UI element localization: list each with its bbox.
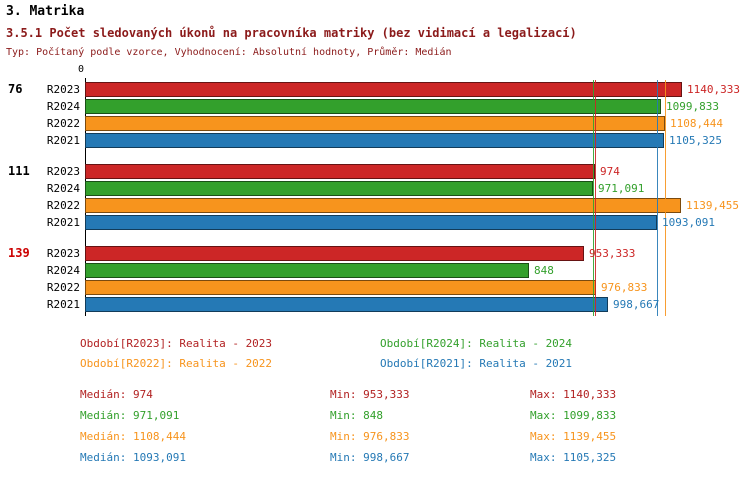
bar-value-label-R2023-111: 974 <box>600 165 620 178</box>
legend-item-1: Období[R2024]: Realita - 2024 <box>380 337 573 350</box>
median-line-R2024 <box>593 80 594 316</box>
bar-R2021-group-76 <box>85 133 664 148</box>
bar-R2024-group-76 <box>85 99 661 114</box>
bar-value-label-R2022-111: 1139,455 <box>686 199 739 212</box>
bar-value-label-R2021-139: 998,667 <box>613 298 660 311</box>
group-label-111: 111 <box>8 164 30 178</box>
bar-value-label-R2022-139: 976,833 <box>601 281 648 294</box>
bar-value-label-R2022-76: 1108,444 <box>670 117 723 130</box>
stat-max-row-1: Max: 1099,833 <box>530 409 617 422</box>
bar-value-label-R2023-139: 953,333 <box>589 247 636 260</box>
bar-R2023-group-139 <box>85 246 584 261</box>
median-line-R2023 <box>595 80 596 316</box>
bar-series-label-R2022: R2022 <box>46 117 80 130</box>
bar-R2022-group-139 <box>85 280 596 295</box>
bar-series-label-R2022: R2022 <box>46 199 80 212</box>
chart-title: 3.5.1 Počet sledovaných úkonů na pracovn… <box>6 26 577 40</box>
bar-R2022-group-76 <box>85 116 665 131</box>
bar-R2021-group-111 <box>85 215 657 230</box>
bar-value-label-R2024-111: 971,091 <box>598 182 645 195</box>
stat-median-row-2: Medián: 1108,444 <box>80 430 186 443</box>
group-label-139: 139 <box>8 246 30 260</box>
legend-item-0: Období[R2023]: Realita - 2023 <box>80 337 273 350</box>
bar-series-label-R2024: R2024 <box>46 264 80 277</box>
axis-zero-label: 0 <box>78 64 85 75</box>
bar-series-label-R2021: R2021 <box>46 216 80 229</box>
stat-max-row-3: Max: 1105,325 <box>530 451 617 464</box>
bar-R2022-group-111 <box>85 198 681 213</box>
chart-meta: Typ: Počítaný podle vzorce, Vyhodnocení:… <box>6 47 452 58</box>
bar-value-label-R2021-76: 1105,325 <box>669 134 722 147</box>
group-label-76: 76 <box>8 82 23 96</box>
bar-value-label-R2021-111: 1093,091 <box>662 216 715 229</box>
stat-min-row-0: Min: 953,333 <box>330 388 410 401</box>
bar-R2024-group-111 <box>85 181 593 196</box>
stat-max-row-0: Max: 1140,333 <box>530 388 617 401</box>
stat-max-row-2: Max: 1139,455 <box>530 430 617 443</box>
stat-median-row-0: Medián: 974 <box>80 388 153 401</box>
bar-series-label-R2022: R2022 <box>46 281 80 294</box>
bar-R2023-group-76 <box>85 82 682 97</box>
stat-min-row-1: Min: 848 <box>330 409 383 422</box>
bar-series-label-R2024: R2024 <box>46 182 80 195</box>
legend-item-2: Období[R2022]: Realita - 2022 <box>80 357 273 370</box>
chart-stats: Medián: 974 Min: 953,333 Max: 1140,333 Medi… <box>80 388 750 464</box>
legend-item-3: Období[R2021]: Realita - 2021 <box>380 357 573 370</box>
bar-R2021-group-139 <box>85 297 608 312</box>
bar-series-label-R2023: R2023 <box>46 165 80 178</box>
bar-series-label-R2021: R2021 <box>46 298 80 311</box>
bar-value-label-R2023-76: 1140,333 <box>687 83 740 96</box>
median-line-R2021 <box>657 80 658 316</box>
bar-R2023-group-111 <box>85 164 595 179</box>
stat-median-row-1: Medián: 971,091 <box>80 409 180 422</box>
bar-R2024-group-139 <box>85 263 529 278</box>
stat-median-row-3: Medián: 1093,091 <box>80 451 186 464</box>
bar-value-label-R2024-76: 1099,833 <box>666 100 719 113</box>
bar-series-label-R2023: R2023 <box>46 247 80 260</box>
stat-min-row-3: Min: 998,667 <box>330 451 410 464</box>
report-title: 3. Matrika <box>6 4 85 19</box>
bar-value-label-R2024-139: 848 <box>534 264 554 277</box>
report-page: 3. Matrika 3.5.1 Počet sledovaných úkonů… <box>0 4 750 480</box>
stat-min-row-2: Min: 976,833 <box>330 430 410 443</box>
chart-legend: Období[R2023]: Realita - 2023 Období[R202… <box>80 336 750 371</box>
median-line-R2022 <box>665 80 666 316</box>
bar-series-label-R2023: R2023 <box>46 83 80 96</box>
bar-series-label-R2021: R2021 <box>46 134 80 147</box>
y-axis-line <box>85 78 86 316</box>
bar-series-label-R2024: R2024 <box>46 100 80 113</box>
bar-chart: 0 76 R2023 1140,333 R2024 1099,833 R2022 1108,… <box>0 64 750 322</box>
